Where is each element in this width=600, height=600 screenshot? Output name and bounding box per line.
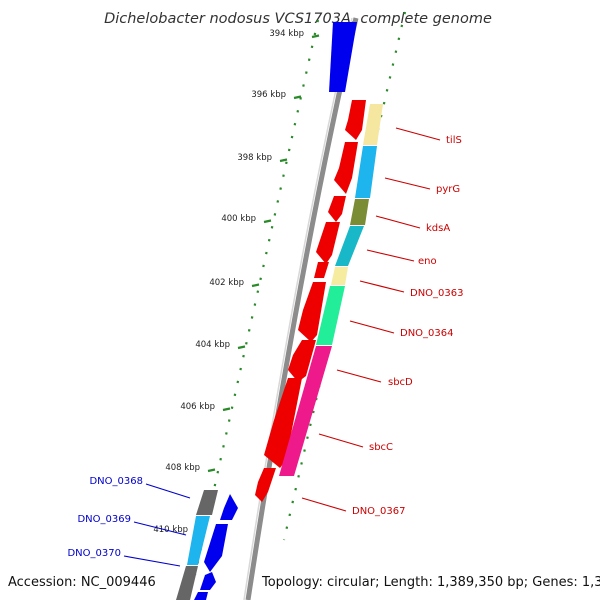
gene-blue-3[interactable] [200,572,216,590]
tick-mark [293,95,302,100]
gene-red-6[interactable] [298,282,326,342]
gene-red-4[interactable] [316,222,340,264]
gene-red-7[interactable] [288,340,316,382]
tick-label: 396 kbp [251,90,286,100]
gene-bar-DNO_0364[interactable] [316,286,345,345]
gene-red-5[interactable] [314,262,329,278]
gene-bar-kdsA[interactable] [350,199,369,225]
gene-label-DNO_0368[interactable]: DNO_0368 [89,476,143,487]
gene-label-eno[interactable]: eno [418,256,437,267]
gene-label-DNO_0370[interactable]: DNO_0370 [67,548,121,559]
right-gene-bars [279,104,383,476]
gene-red-8[interactable] [264,378,302,468]
leader-line [318,433,364,448]
tick-mark [237,345,246,350]
tick-label: 400 kbp [221,214,256,224]
gene-label-sbcD[interactable]: sbcD [388,377,413,388]
gene-blue-4[interactable] [194,592,208,600]
leader-line [301,497,347,512]
right-gene-labels: tilS pyrG kdsA eno DNO_0363 DNO_0364 sbcD sbcC D… [301,127,464,517]
tick-mark [279,158,288,163]
leader-line [145,483,191,499]
gene-bar-DNO_0363[interactable] [331,267,348,285]
tick-mark [251,283,260,288]
leader-line [336,369,382,383]
tick-mark [311,34,320,39]
gene-label-DNO_0363[interactable]: DNO_0363 [410,288,464,299]
accession-text: Accession: NC_009446 [8,575,156,590]
gene-blue-2[interactable] [204,524,228,572]
topology-text: Topology: circular; Length: 1,389,350 bp… [261,575,600,590]
gene-label-DNO_0369[interactable]: DNO_0369 [77,514,131,525]
leader-line [375,215,421,229]
gene-label-DNO_0364[interactable]: DNO_0364 [400,328,454,339]
tick-label: 410 kbp [153,525,188,535]
gene-bar-pyrG[interactable] [355,146,377,198]
reverse-strand-genes [255,100,366,502]
leader-line [133,521,187,536]
tick-label: 406 kbp [180,402,215,412]
leader-line [123,555,181,567]
tick-label: 404 kbp [195,340,230,350]
tick-label: 398 kbp [237,153,272,163]
leader-line [395,127,441,141]
gene-label-kdsA[interactable]: kdsA [426,223,450,234]
map-title: Dichelobacter nodosus VCS1703A, complete… [104,11,492,27]
gene-label-DNO_0367[interactable]: DNO_0367 [352,506,406,517]
gene-red-3[interactable] [328,196,346,222]
gene-red-2[interactable] [334,142,358,194]
gene-bar-tilS[interactable] [363,104,383,145]
tick-label: 394 kbp [269,29,304,39]
tick-label: 402 kbp [209,278,244,288]
gene-label-pyrG[interactable]: pyrG [436,184,460,195]
gene-red-9[interactable] [255,468,276,502]
tick-mark [207,468,216,473]
gene-bar-sbcD-sbcC[interactable] [279,346,332,476]
leader-line [349,320,395,334]
gene-blue-1[interactable] [220,494,238,520]
leader-line [384,177,431,190]
tick-mark [222,407,231,412]
gene-bar-DNO_0370[interactable] [176,566,198,600]
gene-bar-DNO_0368[interactable] [196,490,218,515]
tick-mark [263,219,272,224]
gene-red-1[interactable] [345,100,366,140]
gene-label-sbcC[interactable]: sbcC [369,442,393,453]
gene-bar-DNO_0369[interactable] [187,516,210,565]
gene-forward-strand-top[interactable] [329,22,357,92]
left-gene-labels: DNO_0368 DNO_0369 DNO_0370 [67,476,191,567]
left-gene-cluster [176,490,238,600]
leader-line [366,249,415,262]
kbp-ticks: 394 kbp 396 kbp 398 kbp 400 kbp 402 kbp 404 k… [153,29,320,535]
leader-line [359,280,405,293]
gene-label-tilS[interactable]: tilS [446,135,462,146]
tick-label: 408 kbp [165,463,200,473]
gene-bar-eno[interactable] [335,226,364,266]
